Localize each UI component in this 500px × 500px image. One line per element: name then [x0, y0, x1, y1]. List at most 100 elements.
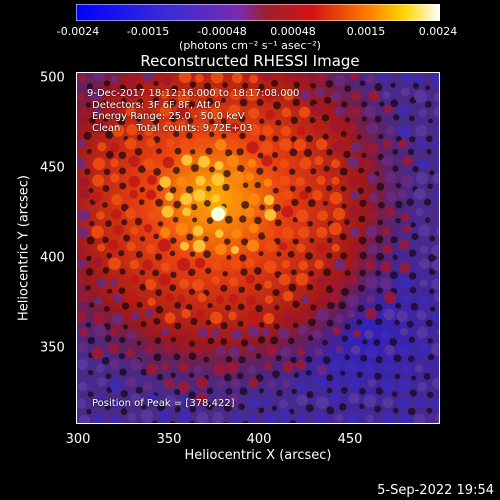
speckle-blob — [110, 414, 120, 424]
speckle-blob — [92, 157, 106, 171]
speckle-blob — [130, 226, 139, 236]
speckle-blob — [212, 260, 223, 271]
speckle-gap — [375, 356, 383, 364]
speckle-blob — [298, 226, 310, 239]
speckle-blob — [434, 190, 440, 202]
speckle-blob — [246, 344, 255, 353]
speckle-blob — [246, 239, 260, 252]
x-tick: 450 — [337, 432, 363, 447]
speckle-gap — [374, 83, 383, 92]
speckle-blob — [91, 191, 103, 203]
speckle-gap — [377, 153, 384, 161]
speckle-gap — [259, 322, 265, 328]
speckle-gap — [323, 165, 330, 172]
y-tick: 450 — [40, 160, 65, 176]
speckle-gap — [288, 283, 297, 292]
speckle-blob — [384, 172, 397, 184]
speckle-blob — [352, 329, 361, 338]
speckle-gap — [305, 404, 314, 413]
speckle-gap — [186, 233, 194, 241]
speckle-blob — [146, 138, 156, 148]
speckle-gap — [83, 131, 92, 140]
speckle-blob — [179, 138, 190, 149]
speckle-blob — [401, 174, 414, 188]
speckle-blob — [226, 361, 239, 375]
speckle-gap — [255, 353, 262, 359]
speckle-gap — [172, 166, 180, 174]
speckle-blob — [265, 240, 277, 253]
speckle-blob — [196, 411, 209, 424]
speckle-gap — [343, 150, 351, 158]
speckle-gap — [140, 368, 148, 376]
speckle-blob — [417, 398, 426, 407]
speckle-gap — [276, 389, 283, 397]
speckle-gap — [305, 135, 313, 143]
speckle-gap — [141, 404, 147, 410]
speckle-blob — [145, 362, 159, 376]
speckle-gap — [155, 198, 164, 207]
speckle-blob — [431, 278, 440, 290]
speckle-blob — [345, 123, 357, 135]
speckle-blob — [282, 361, 295, 374]
speckle-gap — [390, 236, 398, 244]
speckle-blob — [77, 359, 89, 371]
speckle-blob — [416, 310, 427, 321]
speckle-blob — [112, 293, 123, 304]
speckle-blob — [145, 189, 157, 200]
speckle-blob — [317, 292, 329, 303]
speckle-blob — [211, 173, 225, 186]
speckle-blob — [91, 346, 105, 360]
speckle-blob — [264, 208, 277, 221]
speckle-gap — [190, 317, 198, 326]
speckle-gap — [241, 238, 249, 246]
speckle-gap — [253, 267, 262, 275]
speckle-gap — [408, 249, 417, 257]
speckle-blob — [280, 346, 291, 358]
speckle-blob — [263, 194, 275, 206]
speckle-gap — [89, 220, 95, 227]
speckle-gap — [188, 352, 197, 361]
speckle-gap — [190, 149, 196, 155]
speckle-blob — [385, 364, 394, 373]
time-range-label: 9-Dec-2017 18:12:16.000 to 18:17:08.000 — [87, 88, 300, 99]
speckle-gap — [169, 237, 177, 244]
speckle-blob — [396, 310, 408, 322]
speckle-gap — [306, 391, 314, 399]
speckle-blob — [413, 413, 426, 424]
speckle-gap — [259, 134, 266, 142]
speckle-blob — [435, 123, 440, 133]
speckle-blob — [281, 227, 294, 240]
speckle-blob — [316, 275, 328, 287]
speckle-blob — [296, 209, 309, 223]
speckle-gap — [174, 388, 181, 396]
speckle-blob — [231, 72, 243, 84]
speckle-blob — [111, 124, 125, 137]
speckle-gap — [326, 387, 333, 394]
speckle-blob — [283, 72, 294, 83]
speckle-blob — [348, 178, 358, 188]
speckle-blob — [298, 260, 309, 271]
speckle-blob — [178, 72, 192, 84]
speckle-blob — [179, 331, 189, 341]
speckle-blob — [142, 259, 153, 271]
speckle-blob — [382, 244, 393, 255]
speckle-gap — [375, 235, 384, 244]
speckle-gap — [119, 84, 126, 91]
speckle-gap — [304, 148, 312, 157]
speckle-blob — [165, 138, 175, 148]
speckle-gap — [304, 186, 312, 193]
speckle-blob — [348, 377, 361, 390]
speckle-gap — [326, 252, 333, 259]
speckle-gap — [237, 303, 245, 311]
speckle-gap — [88, 369, 94, 376]
speckle-blob — [110, 398, 122, 409]
speckle-gap — [308, 270, 315, 277]
speckle-blob — [159, 227, 171, 238]
speckle-blob — [210, 328, 221, 339]
speckle-gap — [205, 267, 212, 275]
speckle-blob — [147, 297, 156, 307]
speckle-gap — [220, 118, 227, 125]
speckle-gap — [258, 407, 265, 414]
speckle-blob — [349, 259, 360, 271]
speckle-blob — [383, 308, 395, 321]
